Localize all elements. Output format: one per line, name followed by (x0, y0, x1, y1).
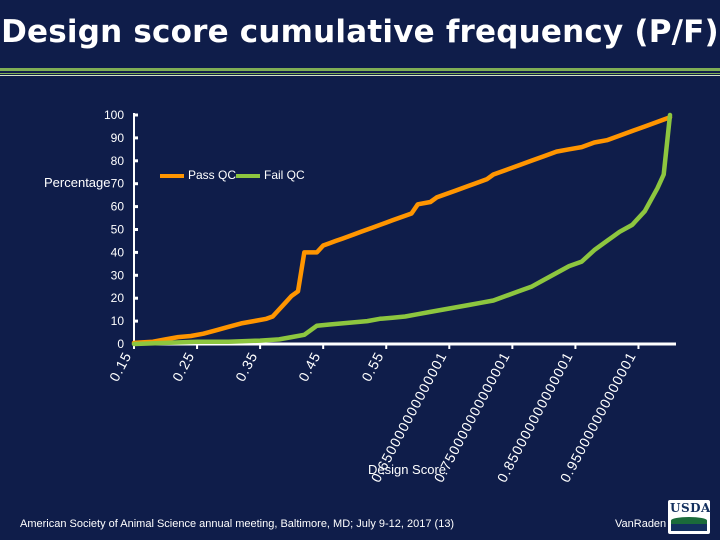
cumulative-frequency-chart: Percentage Design Score Pass QC Fail QC 0… (44, 108, 676, 485)
y-tick-label: 100 (104, 108, 124, 122)
usda-logo-base-icon (671, 524, 707, 531)
title-divider-thin (0, 73, 720, 74)
plot-lines (131, 112, 673, 347)
y-tick-label: 20 (111, 291, 125, 305)
series-line-pass-qc (131, 115, 673, 346)
y-tick-label: 70 (111, 177, 125, 191)
y-tick-label: 30 (111, 268, 125, 282)
title-divider-light (0, 75, 720, 76)
x-tick-label: 0.35 (232, 349, 261, 384)
y-tick-label: 50 (111, 223, 125, 237)
usda-logo-field-icon (671, 517, 707, 524)
y-axis: 0 10 20 30 40 50 60 70 80 90 100 (104, 108, 138, 351)
y-tick-label: 10 (111, 314, 125, 328)
usda-logo-text: USDA (670, 501, 711, 515)
y-tick-label: 0 (117, 337, 124, 351)
footer-citation: American Society of Animal Science annua… (20, 518, 455, 530)
x-axis-title: Design Score (368, 462, 446, 477)
y-tick-label: 60 (111, 200, 125, 214)
x-tick-label: 0.25 (169, 349, 198, 384)
slide-title: Design score cumulative frequency (P/F) (1, 14, 719, 50)
x-axis: 0.15 0.25 0.35 0.45 0.550.6500000000000010.7… (106, 342, 676, 485)
y-tick-label: 90 (111, 131, 125, 145)
y-tick-label: 80 (111, 154, 125, 168)
usda-logo: USDA (668, 500, 710, 534)
series-line-fail-qc (131, 112, 673, 347)
x-tick-label: 0.45 (295, 349, 324, 384)
legend-label: Fail QC (264, 168, 305, 182)
legend: Pass QC Fail QC (160, 168, 305, 182)
x-tick-label: 0.15 (106, 349, 135, 384)
y-axis-title: Percentage (44, 175, 111, 190)
x-tick-label: 0.55 (358, 349, 387, 384)
title-divider (0, 68, 720, 71)
author-name: VanRaden (615, 518, 667, 530)
legend-label: Pass QC (188, 168, 236, 182)
y-tick-label: 40 (111, 245, 125, 259)
